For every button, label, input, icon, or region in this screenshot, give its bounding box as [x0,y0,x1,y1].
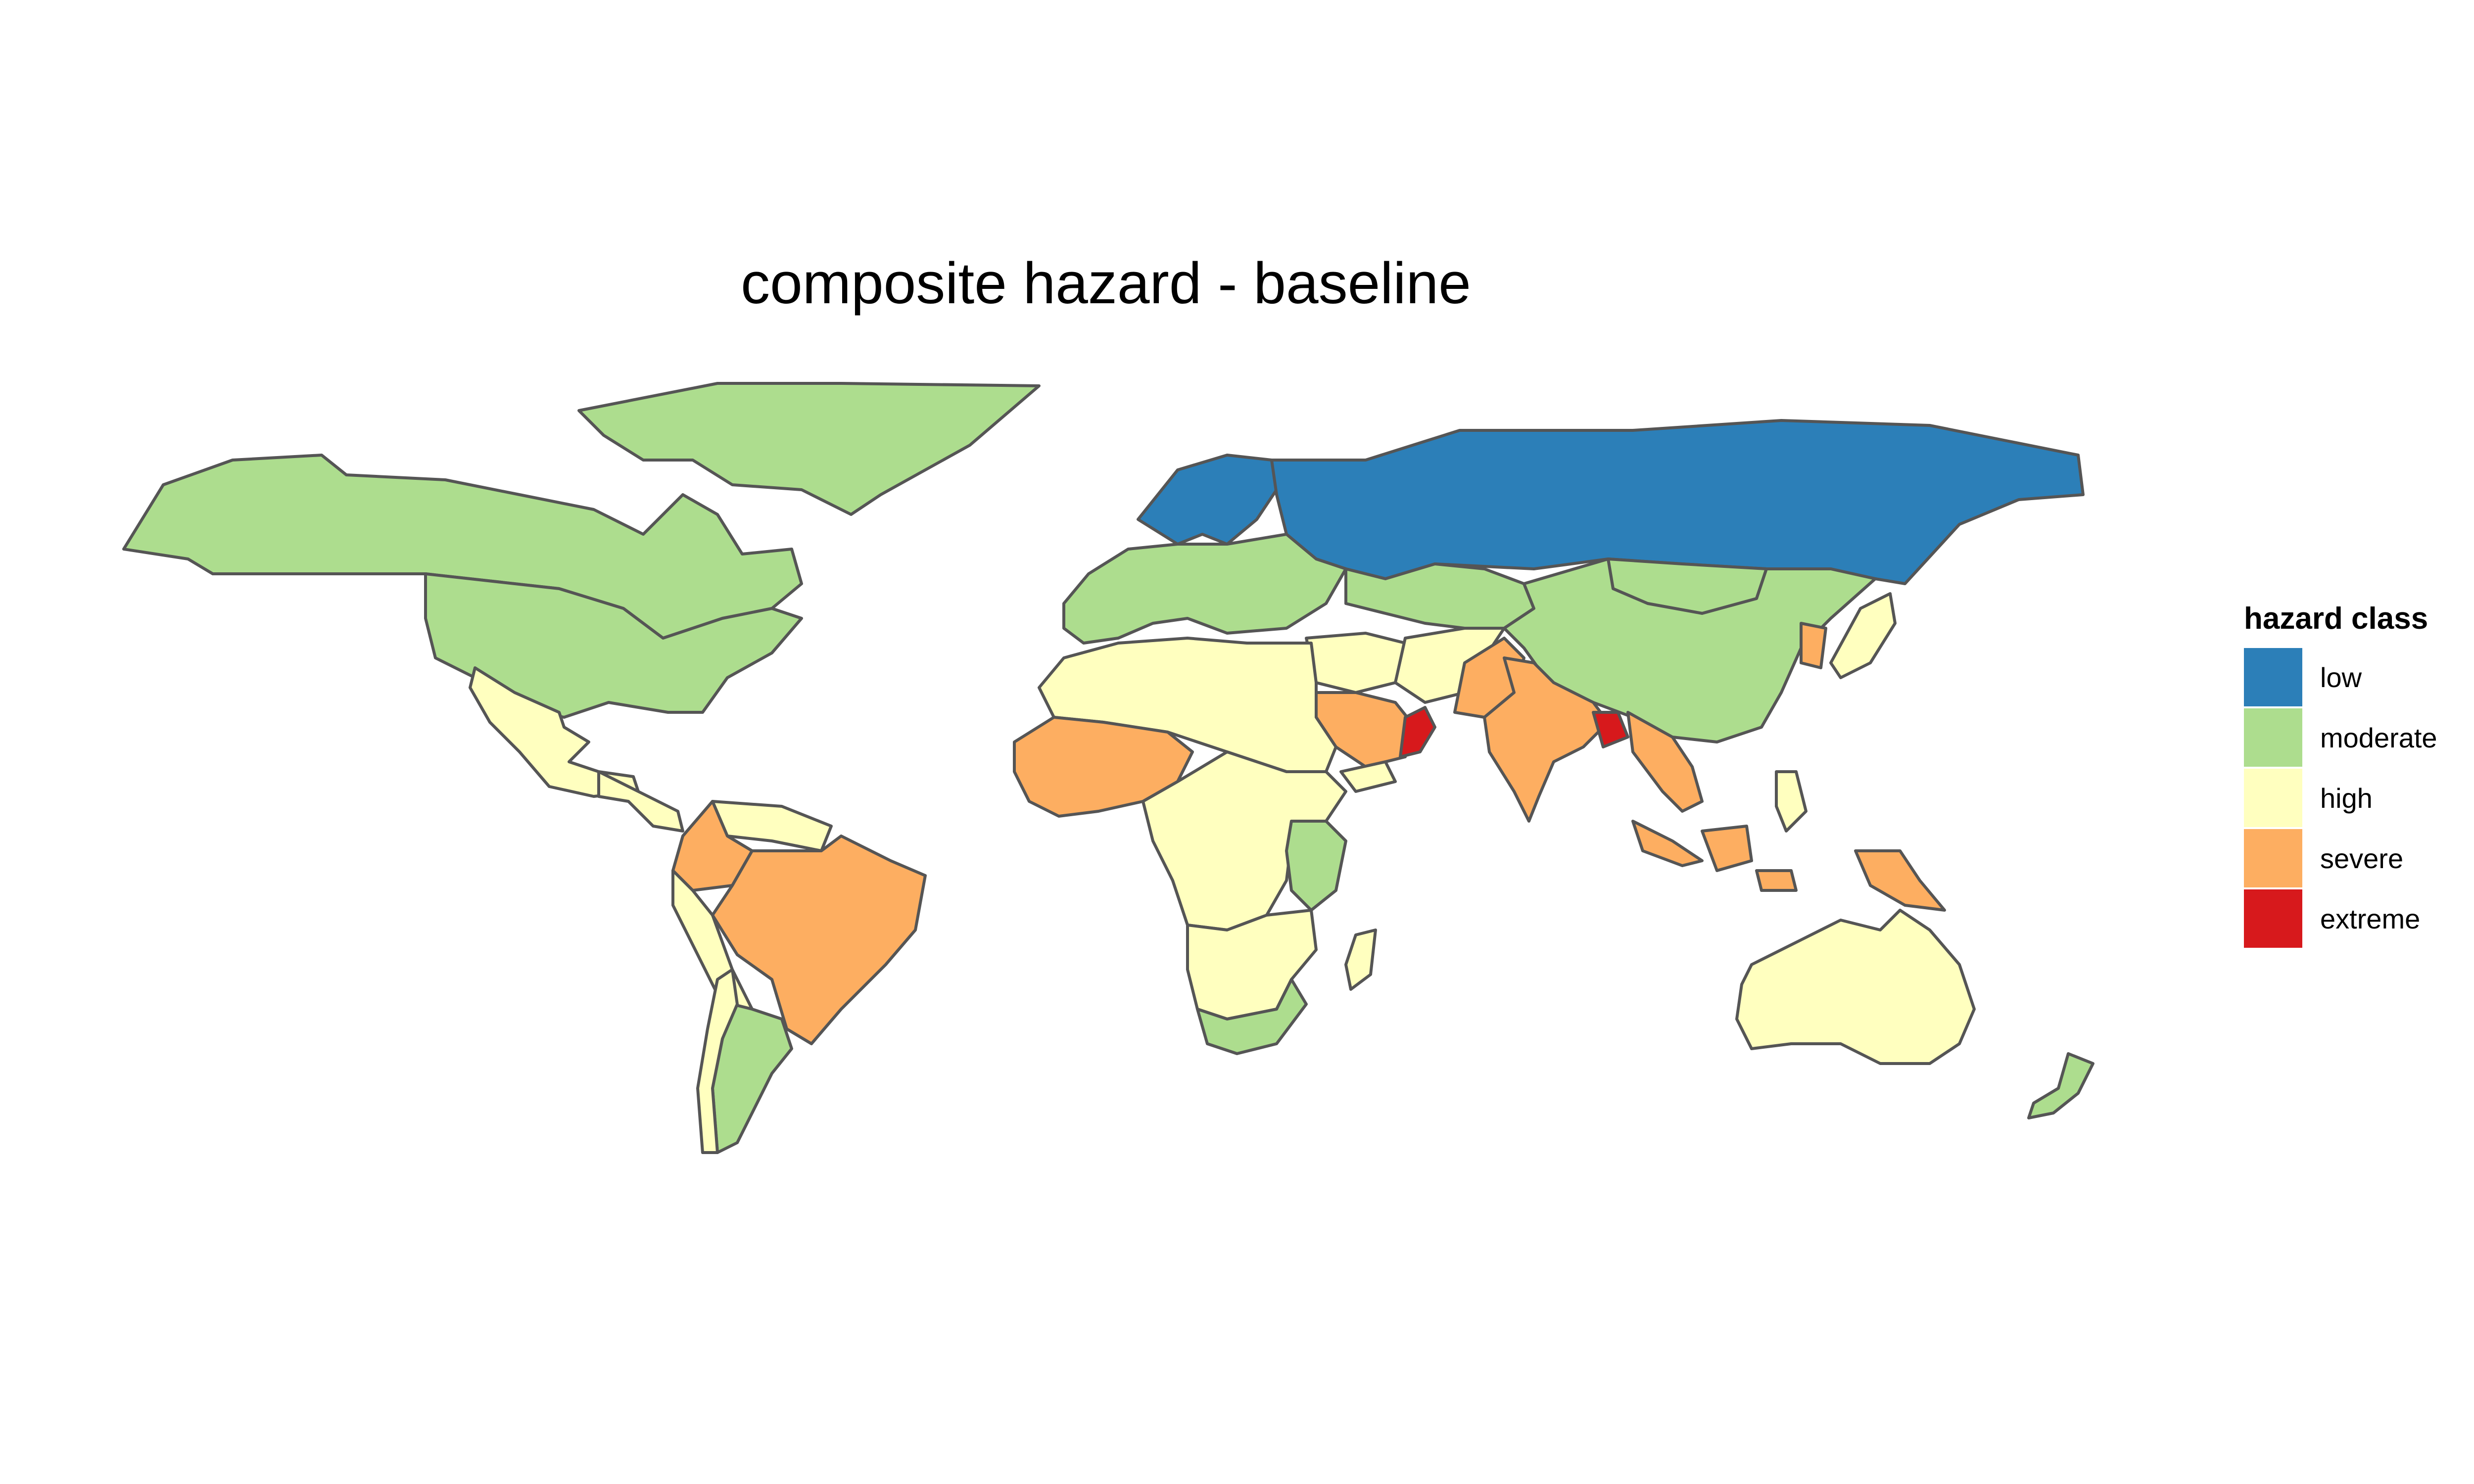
region-philippines [1775,770,1808,833]
legend-swatch-high [2244,769,2302,827]
legend-swatch-severe [2244,829,2302,887]
region-europe [1062,533,1347,645]
legend-label-severe: severe [2320,842,2404,874]
region-australia [1735,909,1976,1065]
legend-swatch-moderate [2244,708,2302,767]
region-russia [1270,419,2085,585]
region-bangladesh [1592,711,1629,748]
legend-item-extreme: extreme [2244,888,2437,949]
legend-label-low: low [2320,661,2362,693]
map-title: composite hazard - baseline [741,251,1471,316]
region-scandinavia [1137,454,1278,546]
legend-item-severe: severe [2244,828,2437,888]
region-japan [1829,592,1897,679]
legend-title: hazard class [2244,602,2428,636]
region-middle-east [1305,632,1407,694]
legend-swatch-extreme [2244,889,2302,948]
legend-item-low: low [2244,647,2437,707]
legend-label-extreme: extreme [2320,903,2421,934]
region-central-america [597,770,684,833]
legend-label-high: high [2320,782,2373,814]
region-new-zealand [2027,1052,2094,1119]
region-south-africa [1196,978,1308,1055]
region-indonesia [1631,820,1798,892]
legend-label-moderate: moderate [2320,722,2437,753]
region-oman [1399,706,1436,758]
region-kenya-tanzania [1285,820,1347,912]
region-southeast-asia [1626,711,1704,813]
region-papua-new-guinea [1854,849,1946,912]
legend-item-high: high [2244,768,2437,828]
region-madagascar [1344,928,1377,991]
legend-swatch-low [2244,648,2302,706]
region-mexico [469,666,640,798]
region-greenland [577,382,1041,516]
region-chile [696,968,739,1154]
region-yemen [1339,760,1397,793]
region-india [1483,656,1610,823]
region-brazil [711,835,927,1045]
legend-item-moderate: moderate [2244,707,2437,768]
region-korea [1800,622,1827,669]
map-legend: hazard class low moderate high severe ex… [2244,601,2437,949]
